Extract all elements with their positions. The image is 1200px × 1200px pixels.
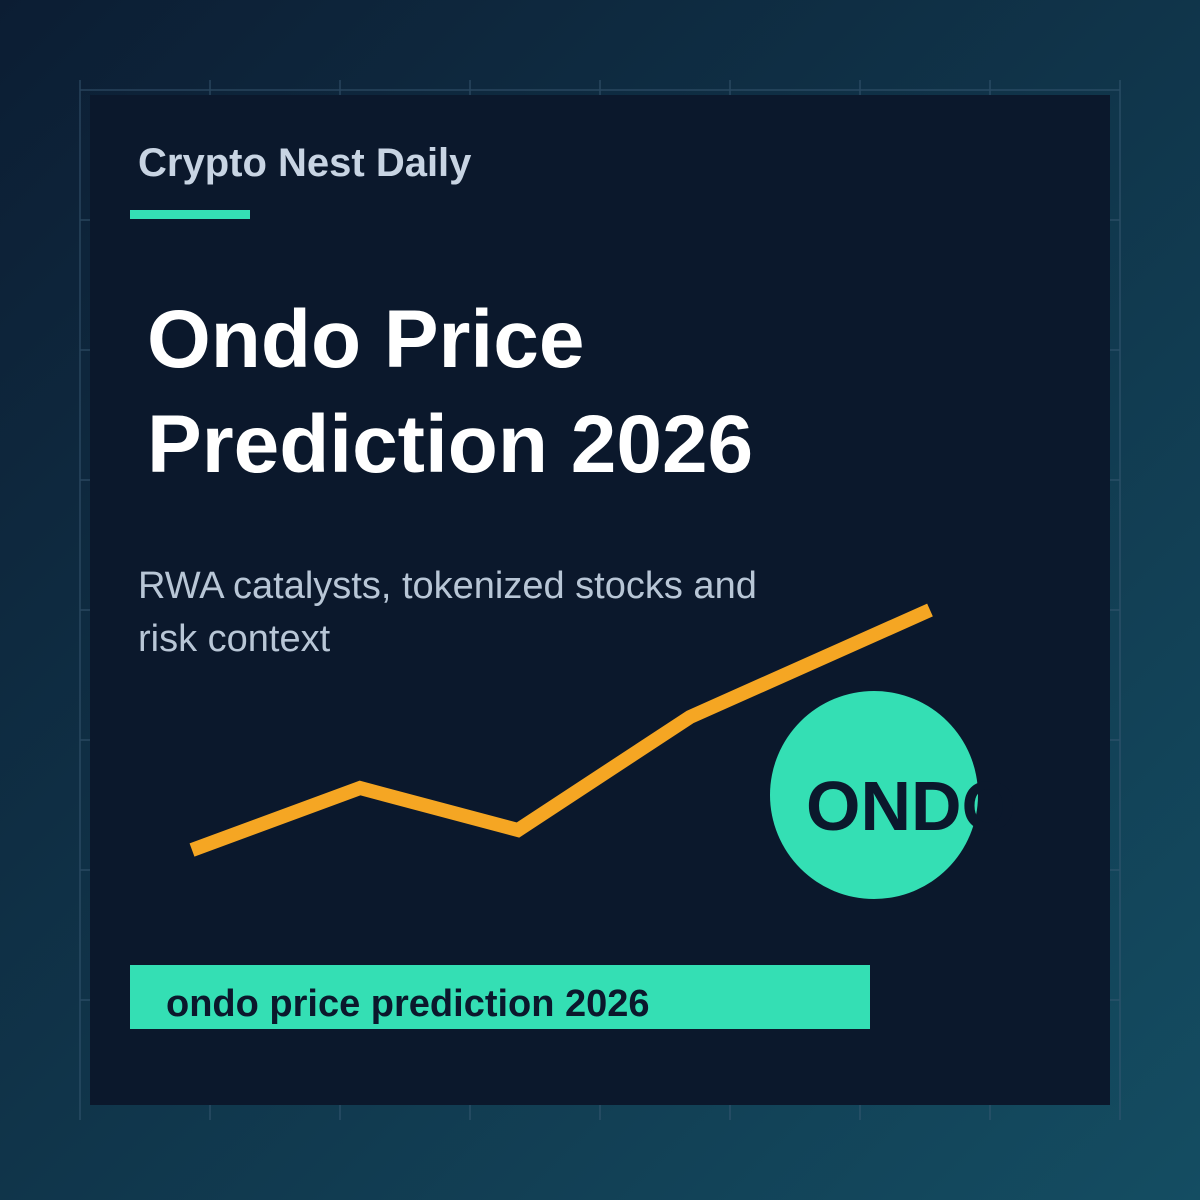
- badge-circle: [770, 691, 978, 899]
- badge-text: ONDO: [806, 767, 1016, 845]
- trend-line: [189, 603, 933, 857]
- title-line: Prediction 2026: [147, 399, 753, 490]
- keyword: ondo price prediction 2026: [166, 983, 650, 1025]
- brand: Crypto Nest Daily: [138, 141, 472, 185]
- accent-bar: [130, 210, 250, 219]
- subtitle-line: RWA catalysts, tokenized stocks and: [138, 565, 757, 607]
- title-line: Ondo Price: [147, 294, 584, 385]
- keyword-bar: [130, 965, 870, 1029]
- subtitle-line: risk context: [138, 618, 331, 660]
- panel: [90, 95, 1110, 1105]
